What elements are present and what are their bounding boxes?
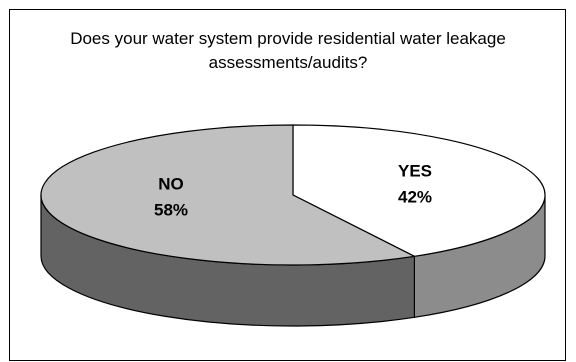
slice-label-yes: YES [398,161,432,180]
chart-title: Does your water system provide residenti… [70,29,506,72]
slice-value-yes: 42% [398,187,432,206]
pie-labels: YES 42% NO 58% [154,161,432,219]
pie-slice-no [40,124,416,266]
slice-value-no: 58% [154,201,188,220]
slice-label-no: NO [158,175,184,194]
pie-top [40,124,546,266]
pie-slice-yes [292,124,546,257]
